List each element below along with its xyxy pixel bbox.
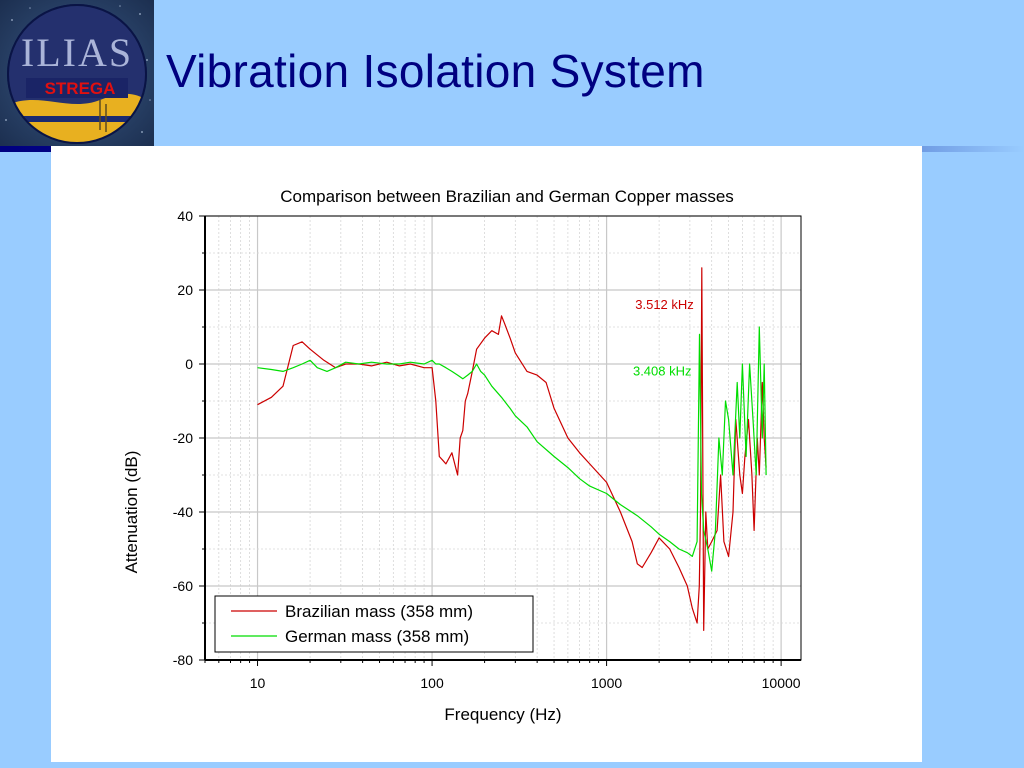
logo-graphic: ILIAS STREGA [0,0,154,146]
chart-legend: Brazilian mass (358 mm) German mass (358… [214,595,534,653]
y-tick-label: -60 [173,578,193,594]
x-tick-label: 10 [250,675,266,691]
chart-panel: Comparison between Brazilian and German … [51,146,922,762]
legend-label-brazilian: Brazilian mass (358 mm) [285,602,473,621]
legend-label-german: German mass (358 mm) [285,627,469,646]
y-tick-label: -80 [173,652,193,668]
logo-wordmark: ILIAS [21,30,133,75]
annotation-brazilian-peak: 3.512 kHz [635,297,694,312]
x-axis-label: Frequency (Hz) [444,705,561,724]
logo-label: STREGA [45,79,116,98]
y-tick-label: 0 [185,356,193,372]
series-line-brazilian [257,267,767,631]
y-axis-label: Attenuation (dB) [122,451,141,574]
x-tick-label: 1000 [591,675,622,691]
annotation-german-peak: 3.408 kHz [633,363,692,378]
slide-title: Vibration Isolation System [166,45,705,97]
y-tick-label: 40 [177,208,193,224]
legend-box [214,595,534,653]
x-tick-label: 100 [420,675,444,691]
ilias-strega-logo: ILIAS STREGA [0,0,154,146]
y-tick-label: 20 [177,282,193,298]
y-tick-label: -40 [173,504,193,520]
x-tick-label: 10000 [762,675,801,691]
y-tick-label: -20 [173,430,193,446]
series-line-german [257,326,767,572]
chart-title: Comparison between Brazilian and German … [280,187,734,206]
attenuation-chart: Comparison between Brazilian and German … [122,187,802,724]
